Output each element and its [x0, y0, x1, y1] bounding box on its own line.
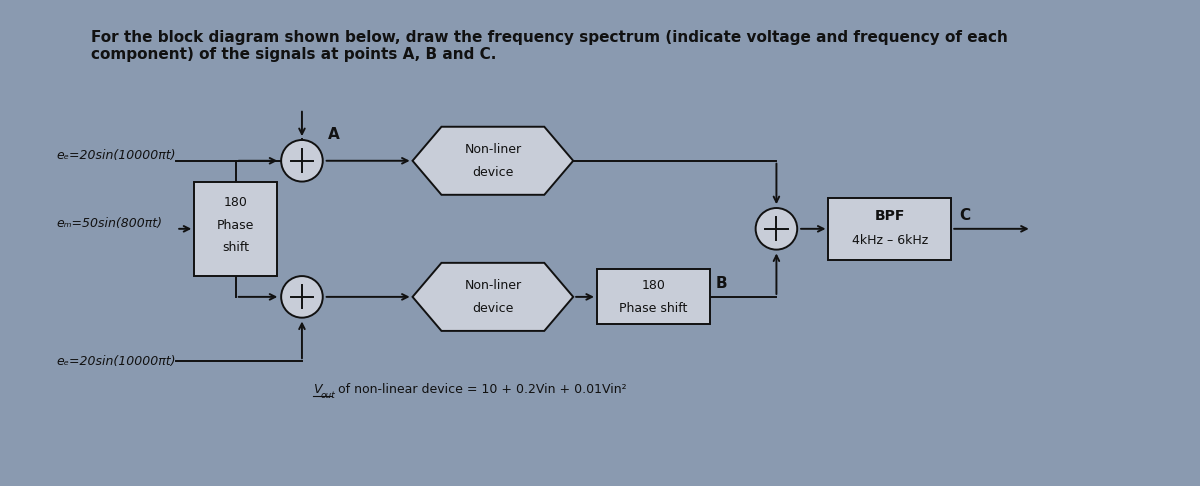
Circle shape	[756, 208, 797, 250]
Text: of non-linear device = 10 + 0.2Vin + 0.01Vin²: of non-linear device = 10 + 0.2Vin + 0.0…	[334, 383, 626, 396]
Text: 180: 180	[224, 196, 247, 209]
Bar	[828, 198, 952, 260]
Text: BPF: BPF	[875, 208, 905, 223]
Text: Phase: Phase	[217, 219, 254, 231]
Text: 4kHz – 6kHz: 4kHz – 6kHz	[852, 234, 928, 247]
Text: C: C	[959, 208, 970, 223]
Text: A: A	[329, 127, 340, 142]
Text: 180: 180	[642, 279, 666, 292]
Bar	[194, 182, 277, 276]
Text: Non-liner: Non-liner	[464, 143, 522, 156]
Text: B: B	[716, 276, 727, 291]
Text: component) of the signals at points A, B and C.: component) of the signals at points A, B…	[91, 47, 497, 62]
Text: device: device	[472, 302, 514, 315]
Polygon shape	[413, 127, 574, 195]
Circle shape	[281, 276, 323, 318]
Polygon shape	[413, 263, 574, 331]
Text: shift: shift	[222, 241, 250, 254]
Text: V: V	[313, 383, 322, 396]
Bar	[596, 269, 710, 324]
Text: eₑ=20sin(10000πt): eₑ=20sin(10000πt)	[56, 149, 175, 162]
Text: For the block diagram shown below, draw the frequency spectrum (indicate voltage: For the block diagram shown below, draw …	[91, 30, 1008, 45]
Text: device: device	[472, 166, 514, 179]
Text: Phase shift: Phase shift	[619, 302, 688, 315]
Text: Non-liner: Non-liner	[464, 279, 522, 292]
Text: out: out	[320, 391, 336, 399]
Text: eₑ=20sin(10000πt): eₑ=20sin(10000πt)	[56, 355, 175, 367]
Text: eₘ=50sin(800πt): eₘ=50sin(800πt)	[56, 217, 162, 230]
Circle shape	[281, 140, 323, 182]
